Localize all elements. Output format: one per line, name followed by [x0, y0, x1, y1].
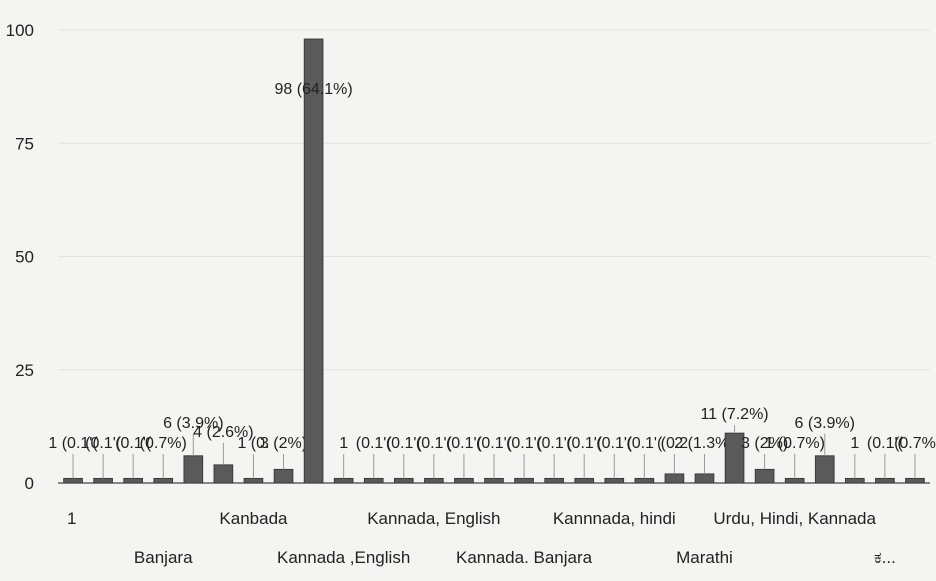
x-category-label: Kannnada, hindi — [553, 509, 676, 528]
x-category-label: Kannada. Banjara — [456, 548, 593, 567]
data-label: 2 (1.3%) — [674, 435, 734, 452]
bar — [393, 477, 414, 484]
bar — [424, 477, 444, 484]
data-label: (0.7% — [894, 435, 936, 452]
data-label: (0.1'( — [476, 435, 513, 452]
x-category-label: Banjara — [134, 548, 193, 567]
y-tick-label: 25 — [15, 361, 34, 380]
bar — [273, 468, 294, 484]
data-label: (0.1'( — [536, 435, 573, 452]
bar — [814, 455, 835, 484]
data-label: 4 (2.6%) — [193, 424, 253, 441]
data-label: (0.1'( — [356, 435, 393, 452]
y-tick-label: 50 — [15, 248, 34, 267]
bar — [544, 477, 564, 484]
data-label: 1 (0. — [237, 435, 269, 452]
bar — [153, 477, 174, 484]
y-tick-label: 0 — [25, 474, 34, 493]
bar — [604, 477, 625, 484]
bar — [123, 477, 143, 484]
x-category-label: Kannada, English — [367, 509, 500, 528]
x-category-label: 1 — [67, 509, 76, 528]
data-label: (0.1'( — [386, 435, 423, 452]
x-category-label: Kanbada — [219, 509, 288, 528]
x-category-label: Kannada ,English — [277, 548, 410, 567]
bar — [213, 464, 234, 484]
data-label: 3 (2%) — [260, 435, 307, 452]
data-label: (0.1'( — [446, 435, 483, 452]
bar — [845, 477, 865, 484]
y-tick-label: 75 — [15, 134, 34, 153]
bar — [93, 477, 113, 484]
data-label: 1 — [339, 435, 348, 452]
bar — [905, 477, 925, 484]
bar — [875, 477, 895, 484]
y-tick-label: 100 — [6, 21, 34, 40]
data-label: (0.1'( — [867, 435, 904, 452]
bar — [574, 477, 595, 484]
bar — [63, 477, 83, 484]
x-category-label: ಕ... — [874, 548, 896, 567]
data-label: (0.1'( — [416, 435, 453, 452]
x-category-label: Urdu, Hindi, Kannada — [713, 509, 876, 528]
data-label: (0.1'( — [506, 435, 543, 452]
data-label: 11 (7.2%) — [700, 406, 768, 423]
data-label: (0.1'( — [115, 435, 152, 452]
bar — [303, 38, 324, 484]
bar — [754, 468, 775, 484]
bar — [634, 477, 655, 484]
data-label: 98 (64.1%) — [274, 81, 352, 98]
x-category-label: Marathi — [676, 548, 733, 567]
data-label: 1 (0.1'( — [48, 435, 98, 452]
data-label: (0.1'( — [566, 435, 603, 452]
data-label: 6 (3.9%) — [163, 415, 223, 432]
bar — [694, 473, 715, 484]
bar — [784, 477, 805, 484]
bar — [484, 477, 504, 484]
bar — [243, 477, 264, 484]
bar — [333, 477, 354, 484]
bar — [514, 477, 534, 484]
bar — [664, 473, 685, 484]
data-label: (0.2 — [661, 435, 689, 452]
data-label: 6 (3.9%) — [795, 415, 855, 432]
bar — [183, 455, 204, 484]
data-label: (0.7%) — [140, 435, 187, 452]
data-label: 1 (0.7%) — [764, 435, 824, 452]
bar — [454, 477, 474, 484]
data-label: 1 — [850, 435, 859, 452]
data-label: (0.1'( — [626, 435, 663, 452]
data-label: 3 (2%) — [741, 435, 788, 452]
data-label: (0.1'( — [596, 435, 633, 452]
data-label: (0.1'( — [85, 435, 122, 452]
bar — [363, 477, 384, 484]
